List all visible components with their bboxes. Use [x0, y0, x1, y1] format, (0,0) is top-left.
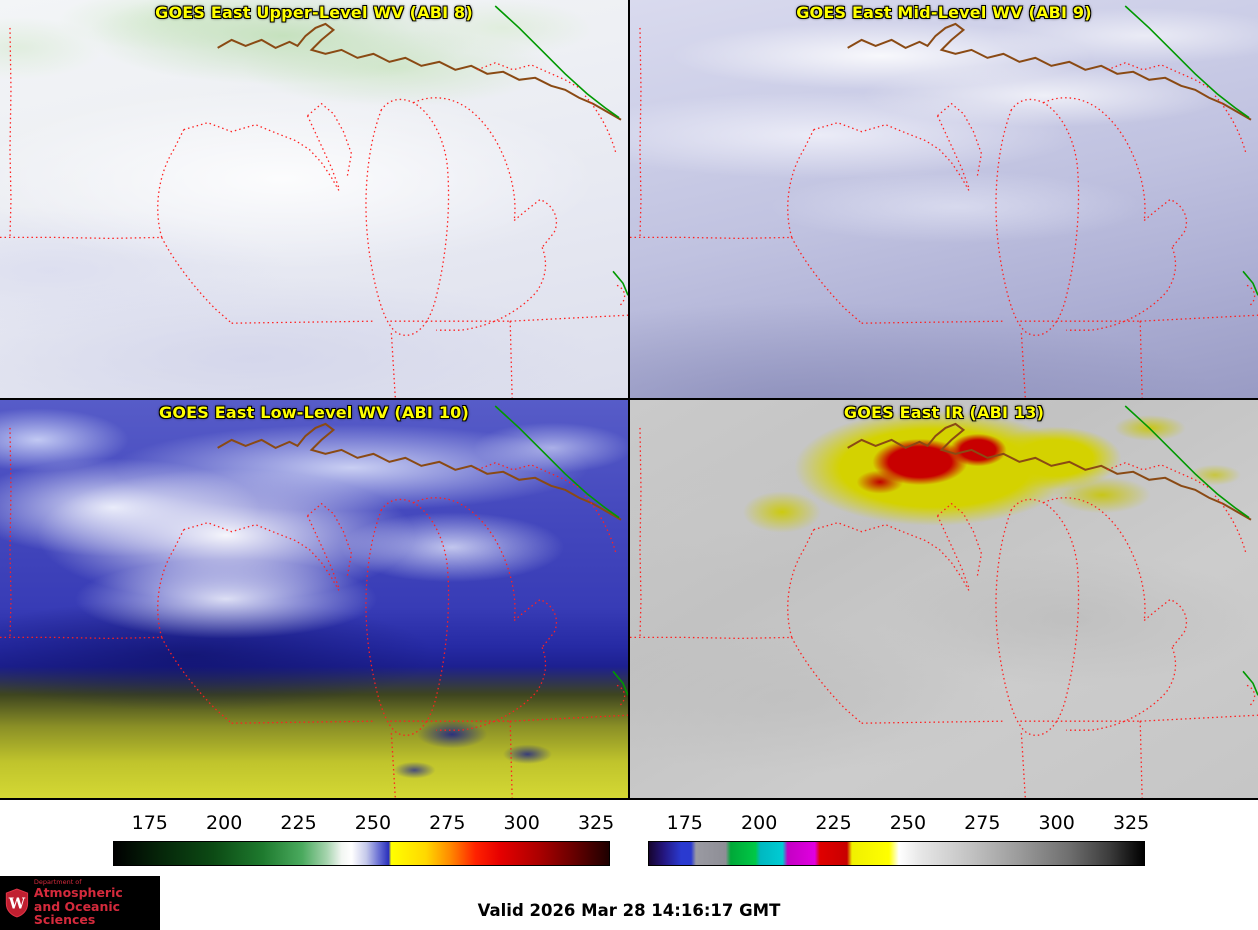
colorbar-tick-label: 175 [131, 812, 168, 834]
logo-text: Department of Atmospheric and Oceanic Sc… [34, 879, 155, 927]
colorbar-tick-label: 225 [815, 812, 852, 834]
colorbar-section: 175 200 225 250 275 300 325 175 200 225 250 275 300… [0, 800, 1258, 876]
logo-line2: and Oceanic Sciences [33, 898, 121, 928]
satellite-panel-grid: GOES East Upper-Level WV (ABI 8) GOES Ea… [0, 0, 1258, 800]
satellite-imagery-abi9 [630, 0, 1258, 398]
logo-department-label: Department of [33, 878, 82, 887]
valid-time-label: Valid 2026 Mar 28 14:16:17 GMT [477, 901, 781, 920]
uw-crest-icon: W [5, 888, 29, 918]
satellite-imagery-abi8 [0, 0, 628, 398]
ir-colorbar: 175 200 225 250 275 300 325 [648, 812, 1150, 866]
colorbar-tick-label: 200 [741, 812, 778, 834]
satellite-imagery-abi13 [630, 400, 1258, 798]
map-overlay [0, 4, 628, 398]
logo-line1: Atmospheric [33, 885, 123, 901]
map-overlay [630, 4, 1258, 398]
wv-colorbar-gradient [113, 841, 610, 866]
panel-title-abi9: GOES East Mid-Level WV (ABI 9) [796, 3, 1092, 22]
colorbar-tick-label: 225 [280, 812, 317, 834]
map-overlay [0, 404, 628, 798]
footer: W Department of Atmospheric and Oceanic … [0, 876, 1258, 930]
panel-title-abi8: GOES East Upper-Level WV (ABI 8) [155, 3, 473, 22]
panel-low-level-wv: GOES East Low-Level WV (ABI 10) [0, 400, 628, 798]
panel-title-abi10: GOES East Low-Level WV (ABI 10) [158, 403, 469, 422]
colorbar-tick-label: 250 [889, 812, 927, 834]
ir-colorbar-gradient [648, 841, 1145, 866]
panel-mid-level-wv: GOES East Mid-Level WV (ABI 9) [630, 0, 1258, 398]
uw-aos-logo: W Department of Atmospheric and Oceanic … [0, 876, 160, 930]
panel-upper-level-wv: GOES East Upper-Level WV (ABI 8) [0, 0, 628, 398]
colorbar-tick-label: 300 [503, 812, 540, 834]
wv-colorbar: 175 200 225 250 275 300 325 [113, 812, 615, 866]
colorbar-tick-label: 325 [577, 812, 615, 834]
colorbar-tick-label: 250 [354, 812, 392, 834]
colorbar-tick-label: 200 [206, 812, 243, 834]
colorbar-tick-label: 175 [666, 812, 703, 834]
map-overlay [630, 404, 1258, 798]
panel-ir: GOES East IR (ABI 13) [630, 400, 1258, 798]
panel-title-abi13: GOES East IR (ABI 13) [843, 403, 1045, 422]
colorbar-tick-label: 300 [1038, 812, 1075, 834]
wv-colorbar-ticks: 175 200 225 250 275 300 325 [113, 812, 615, 838]
colorbar-tick-label: 275 [964, 812, 1001, 834]
crest-letter: W [8, 895, 26, 912]
colorbar-tick-label: 275 [429, 812, 466, 834]
colorbar-tick-label: 325 [1112, 812, 1150, 834]
satellite-imagery-abi10 [0, 400, 628, 798]
ir-colorbar-ticks: 175 200 225 250 275 300 325 [648, 812, 1150, 838]
